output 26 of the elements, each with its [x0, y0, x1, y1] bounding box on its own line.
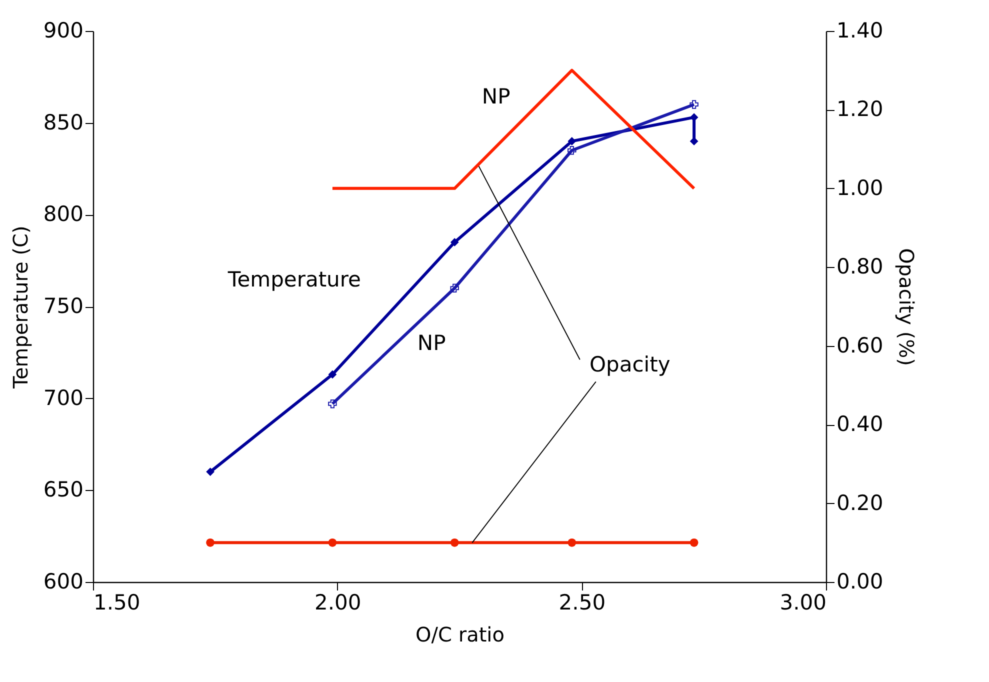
text: Opacity: [590, 352, 670, 377]
x-axis-title: O/C ratio: [416, 622, 504, 646]
x-tick-label: 2.00: [314, 590, 362, 614]
y-tick-label: 900: [43, 18, 84, 42]
y2-tick-label: 0.60: [836, 333, 884, 358]
x-tick-label: 2.50: [558, 590, 606, 614]
x-tick-label: 1.50: [94, 590, 140, 614]
series-label: NP: [417, 331, 446, 356]
y-tick-label: 850: [43, 110, 84, 134]
y-tick-label: 600: [43, 570, 84, 594]
y2-tick-label: 0.80: [836, 254, 884, 279]
series-label: NP: [482, 84, 510, 108]
y-tick-label: 800: [43, 202, 84, 226]
y2-tick-label: 1.40: [836, 18, 884, 42]
y-tick-label: 750: [43, 294, 84, 318]
x-tick-label: 3.00: [780, 590, 826, 614]
y2-tick-label: 1.00: [836, 176, 884, 200]
y2-tick-label: 0.20: [836, 490, 884, 515]
y2-tick-label: 1.20: [836, 97, 884, 122]
y2-tick-label: 0.00: [836, 570, 884, 594]
y-tick-label: 650: [43, 478, 84, 502]
y-tick-label: 700: [43, 386, 84, 410]
y-axis-title: Temperature (C): [8, 226, 32, 390]
series-label: Temperature: [226, 267, 361, 292]
y2-axis-title: Opacity (%): [894, 248, 918, 366]
y2-tick-label: 0.40: [836, 412, 884, 436]
